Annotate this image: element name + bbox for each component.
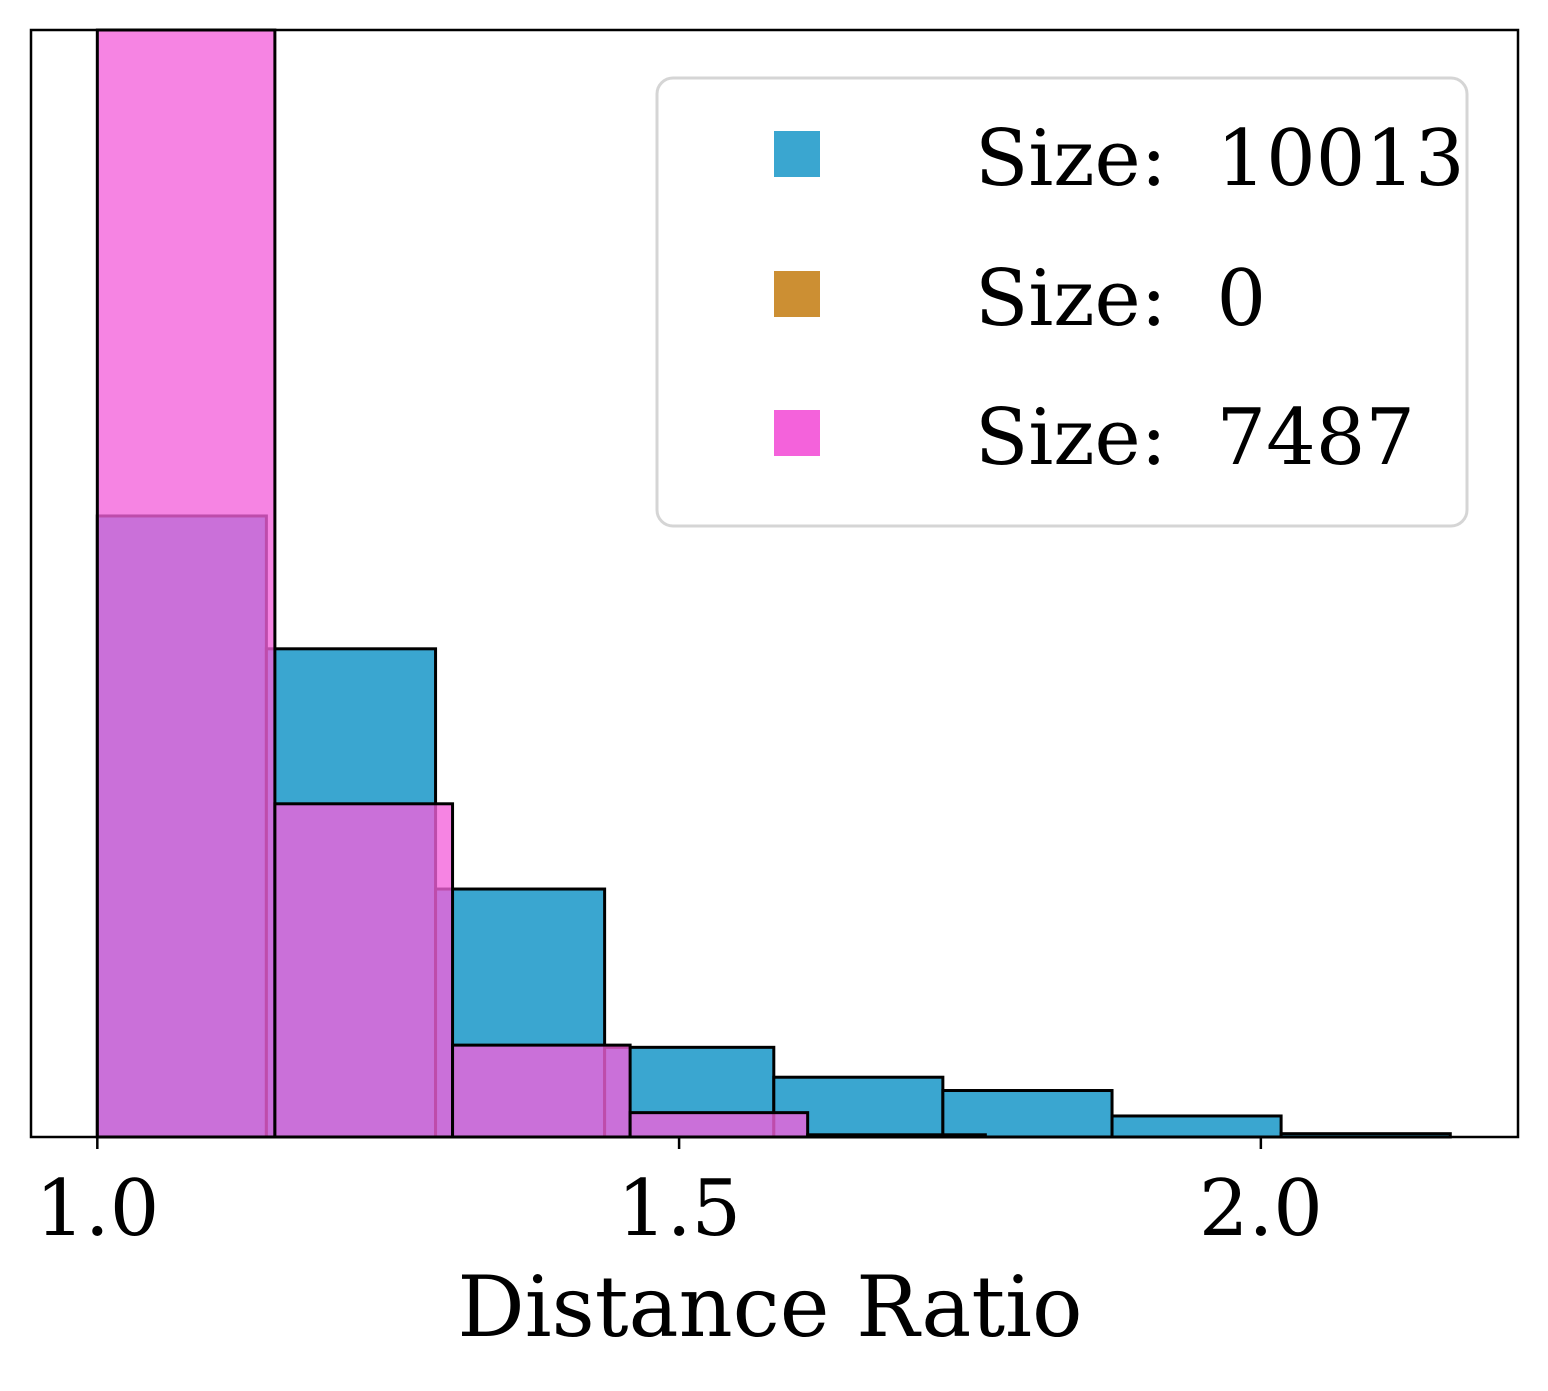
bars-layer bbox=[95, 28, 1452, 1139]
x-axis-label: Distance Ratio bbox=[457, 1258, 1082, 1356]
legend-label-series-3: Size: 7487 bbox=[975, 393, 1415, 483]
series-1-bar-7 bbox=[1110, 1114, 1283, 1139]
legend-swatch-series-2 bbox=[774, 271, 820, 317]
series-2-bar-2 bbox=[273, 802, 455, 1139]
x-tick-label-3: 2.0 bbox=[1199, 1164, 1323, 1254]
legend-swatch-series-1 bbox=[774, 131, 820, 177]
plot-frame bbox=[29, 28, 1520, 1139]
series-2-bar-1 bbox=[95, 28, 277, 1139]
series-2-bars bbox=[95, 28, 987, 1139]
legend-frame bbox=[655, 76, 1469, 528]
legend: Size: 10013 Size: 0 Size: 7487 bbox=[655, 76, 1469, 528]
series-1-bar-6 bbox=[941, 1089, 1114, 1139]
x-axis: 1.0 1.5 2.0 bbox=[35, 1137, 1323, 1254]
series-2-bar-3 bbox=[451, 1043, 632, 1139]
x-tick-label-1: 1.0 bbox=[35, 1164, 159, 1254]
legend-label-series-2: Size: 0 bbox=[975, 254, 1266, 344]
series-2-bar-4 bbox=[628, 1111, 810, 1139]
x-tick-label-2: 1.5 bbox=[617, 1164, 741, 1254]
legend-swatch-series-3 bbox=[774, 410, 820, 456]
legend-label-series-1: Size: 10013 bbox=[975, 114, 1465, 204]
